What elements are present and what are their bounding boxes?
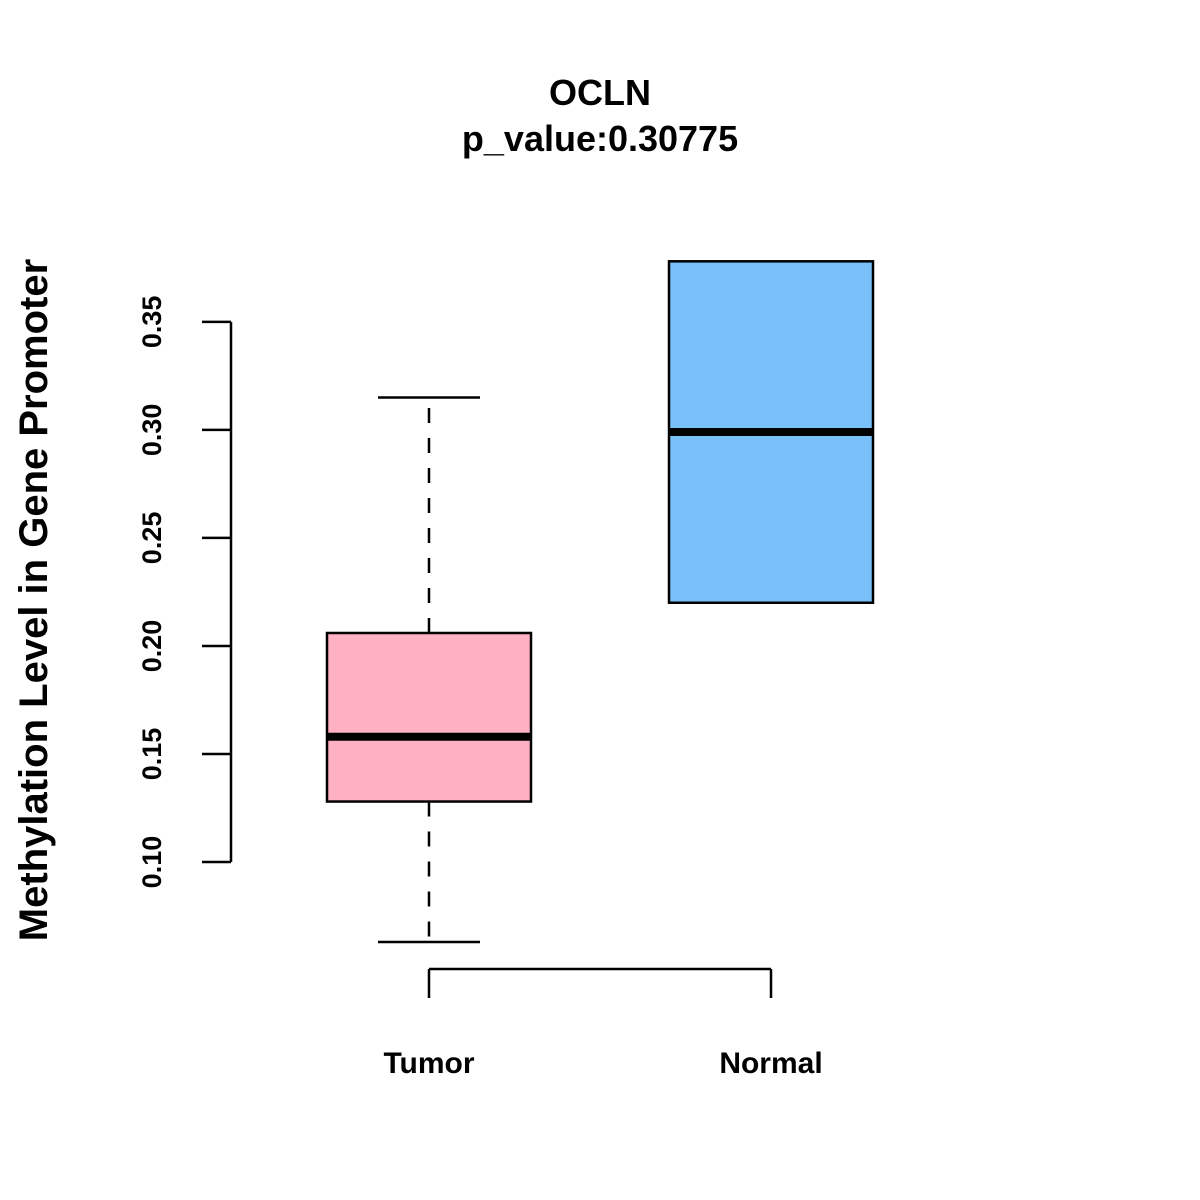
x-tick-label-tumor: Tumor <box>383 1047 474 1080</box>
y-tick-label: 0.15 <box>137 728 167 781</box>
chart-subtitle-p-value: p_value:0.30775 <box>462 118 738 159</box>
box-series <box>325 260 875 944</box>
y-tick-label: 0.20 <box>137 620 167 673</box>
x-axis: Tumor Normal <box>383 967 823 1080</box>
y-tick-label: 0.35 <box>137 296 167 349</box>
x-tick-label-normal: Normal <box>719 1047 822 1080</box>
y-axis: 0.10 0.15 0.20 0.25 0.30 0.35 <box>137 296 233 889</box>
y-axis-title: Methylation Level in Gene Promoter <box>12 259 56 941</box>
box-normal <box>667 260 875 604</box>
box-tumor <box>325 396 533 944</box>
box-body <box>325 631 533 803</box>
y-tick-label: 0.30 <box>137 404 167 457</box>
y-tick-label: 0.10 <box>137 836 167 889</box>
chart-title: OCLN <box>549 72 651 113</box>
y-tick-label: 0.25 <box>137 512 167 565</box>
